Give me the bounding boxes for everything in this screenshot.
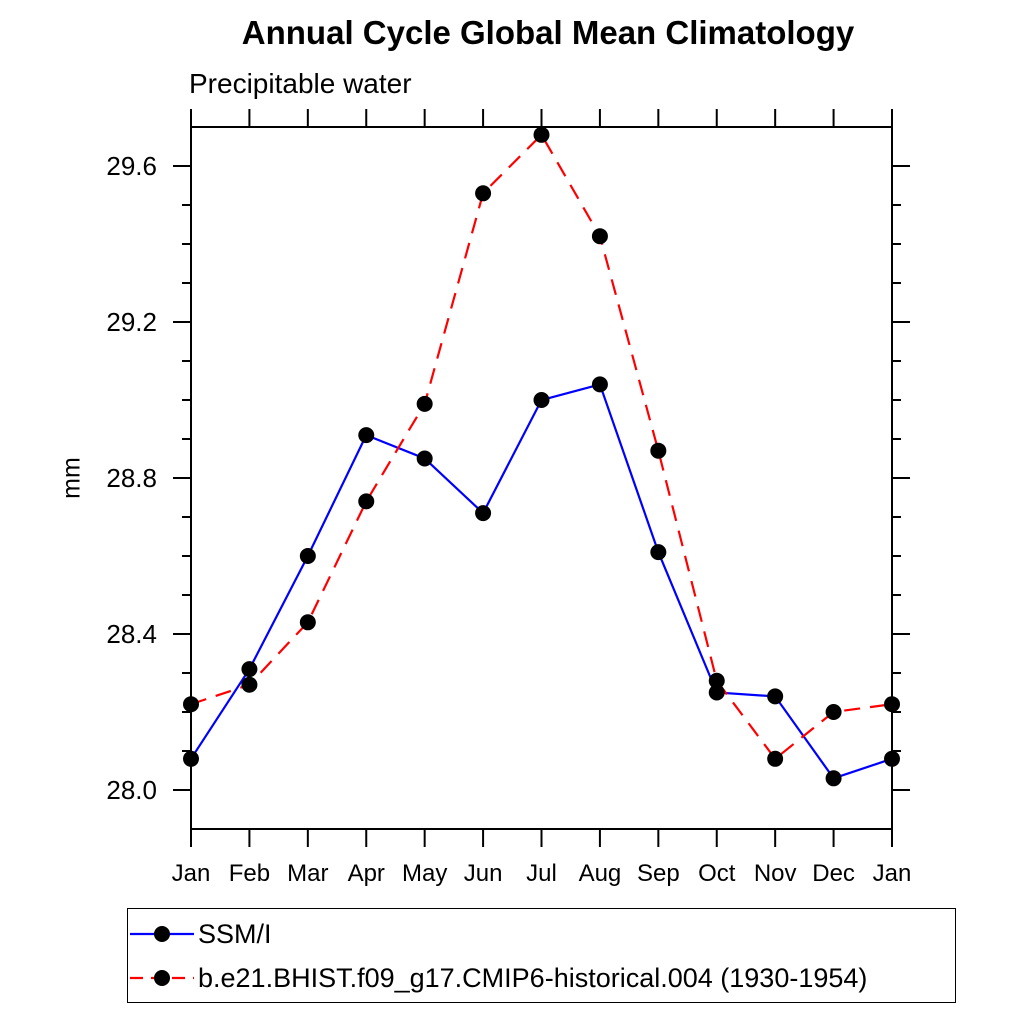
data-point-s1-4: [416, 395, 433, 412]
legend-sample-marker: [154, 970, 170, 986]
data-point-s0-8: [650, 544, 667, 561]
data-point-s1-2: [299, 614, 316, 631]
y-tick-label: 28.0: [106, 775, 157, 805]
x-tick-label: Jul: [526, 860, 557, 887]
data-point-s0-2: [299, 548, 316, 564]
legend-label-model: b.e21.BHIST.f09_g17.CMIP6-historical.004…: [198, 962, 868, 993]
legend-line-sample-ssmi: [130, 926, 194, 942]
data-point-s1-5: [475, 185, 492, 202]
data-point-s0-3: [358, 427, 375, 444]
x-tick-label: Nov: [754, 860, 797, 887]
legend: SSM/I b.e21.BHIST.f09_g17.CMIP6-historic…: [127, 908, 956, 1003]
data-point-s0-9: [708, 684, 725, 701]
x-tick-label: Jan: [873, 860, 912, 887]
y-tick-label: 28.8: [106, 463, 157, 493]
x-tick-label: Dec: [812, 860, 855, 887]
x-tick-label: Jan: [172, 860, 211, 887]
data-point-s1-8: [650, 442, 667, 459]
legend-line-sample-model: [130, 970, 194, 986]
x-tick-label: Jun: [464, 860, 503, 887]
x-tick-label: Mar: [287, 860, 328, 887]
data-point-s0-12: [884, 750, 900, 767]
x-tick-label: Feb: [229, 860, 270, 887]
data-point-s0-11: [825, 770, 842, 787]
data-point-s1-9: [708, 672, 725, 689]
data-point-s0-1: [241, 661, 258, 678]
data-point-s0-10: [767, 688, 784, 705]
data-point-s1-1: [241, 676, 258, 693]
y-tick-label: 28.4: [106, 619, 157, 649]
data-point-s0-4: [416, 450, 433, 467]
x-tick-label: May: [402, 860, 447, 887]
series-line-1: [190, 133, 893, 761]
x-tick-label: Sep: [637, 860, 680, 887]
data-point-s0-0: [183, 750, 199, 767]
series-line-0: [190, 383, 893, 780]
data-point-s1-10: [767, 750, 784, 767]
x-tick-label: Apr: [348, 860, 385, 887]
y-tick-label: 29.2: [106, 307, 157, 337]
data-point-s1-0: [183, 696, 199, 713]
plot-frame: [190, 126, 893, 830]
chart-title: Annual Cycle Global Mean Climatology: [241, 14, 855, 51]
x-tick-label: Oct: [698, 860, 736, 887]
data-point-s0-6: [533, 392, 550, 408]
data-point-s1-11: [825, 704, 842, 720]
x-tick-label: Aug: [579, 860, 622, 887]
data-point-s1-12: [884, 696, 900, 713]
data-point-s1-3: [358, 493, 375, 510]
data-point-s0-7: [591, 376, 608, 393]
legend-label-ssmi: SSM/I: [198, 918, 272, 949]
y-tick-label: 29.6: [106, 151, 157, 181]
chart-subtitle: Precipitable water: [189, 68, 412, 99]
legend-item-model: b.e21.BHIST.f09_g17.CMIP6-historical.004…: [129, 956, 867, 1000]
legend-item-ssmi: SSM/I: [129, 912, 272, 956]
data-point-s1-6: [533, 126, 550, 143]
legend-sample-marker: [154, 926, 170, 942]
data-point-s0-5: [475, 505, 492, 522]
data-point-s1-7: [591, 228, 608, 245]
